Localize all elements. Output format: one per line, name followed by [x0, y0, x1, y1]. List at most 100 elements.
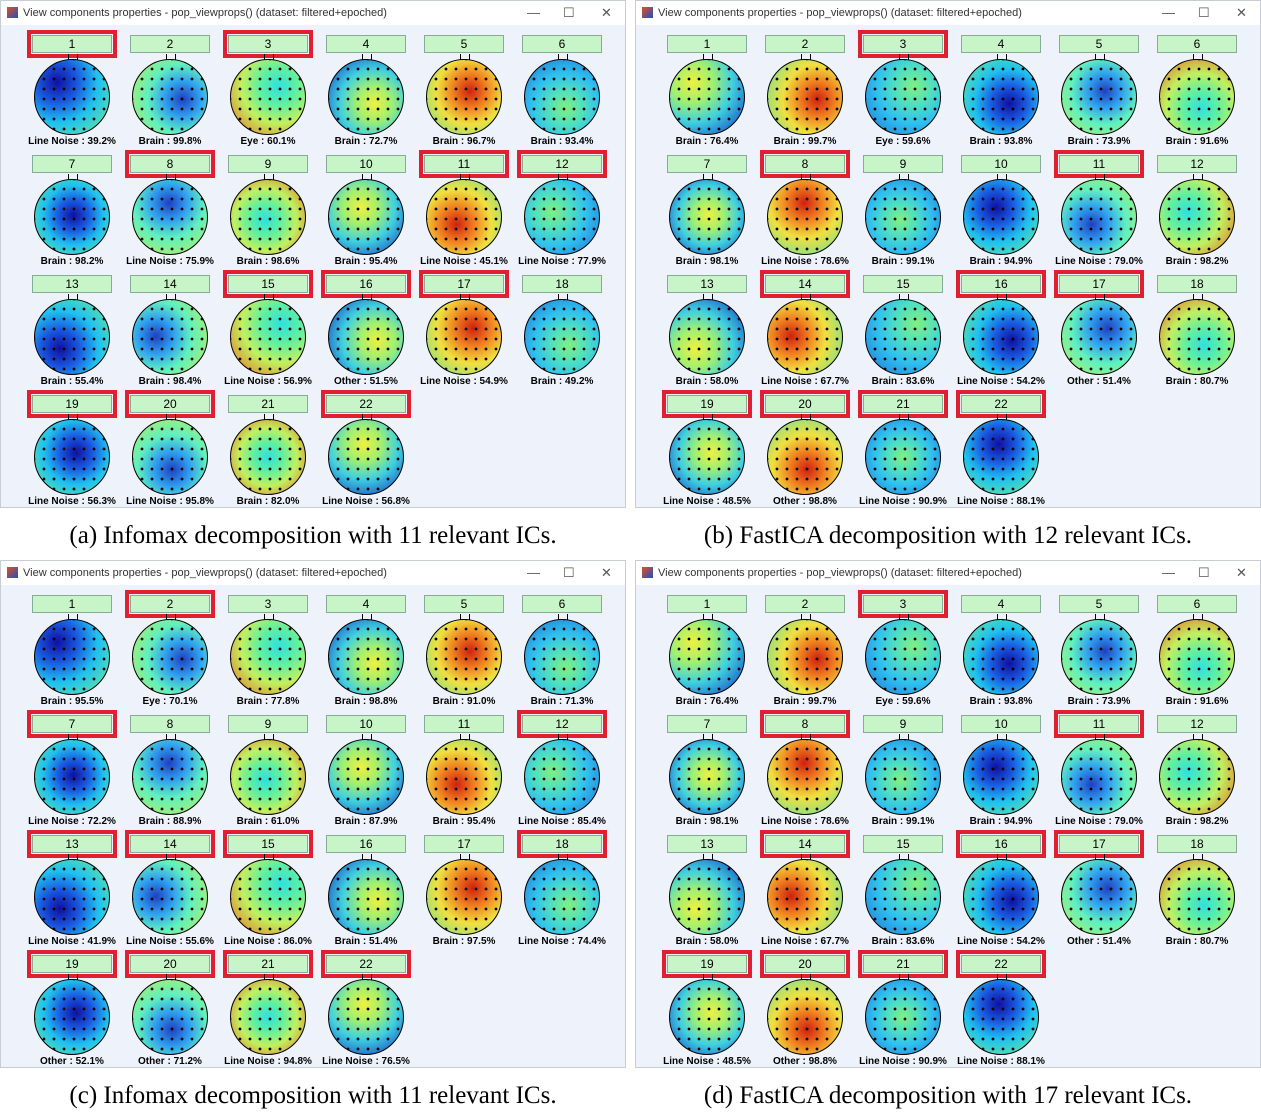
component-button[interactable]: 11 — [424, 715, 504, 733]
component-button[interactable]: 12 — [522, 155, 602, 173]
component-button[interactable]: 4 — [326, 595, 406, 613]
scalp-topography[interactable] — [865, 739, 941, 815]
scalp-topography[interactable] — [1061, 859, 1137, 935]
scalp-topography[interactable] — [669, 739, 745, 815]
scalp-topography[interactable] — [865, 619, 941, 695]
component-button[interactable]: 1 — [667, 35, 747, 53]
component-button[interactable]: 17 — [1059, 835, 1139, 853]
scalp-topography[interactable] — [767, 859, 843, 935]
scalp-topography[interactable] — [328, 299, 404, 375]
scalp-topography[interactable] — [963, 739, 1039, 815]
scalp-topography[interactable] — [524, 59, 600, 135]
minimize-button[interactable]: — — [1162, 561, 1175, 585]
scalp-topography[interactable] — [669, 299, 745, 375]
scalp-topography[interactable] — [426, 299, 502, 375]
component-button[interactable]: 7 — [32, 715, 112, 733]
scalp-topography[interactable] — [524, 299, 600, 375]
component-button[interactable]: 7 — [667, 715, 747, 733]
component-button[interactable]: 10 — [326, 155, 406, 173]
scalp-topography[interactable] — [132, 979, 208, 1055]
minimize-button[interactable]: — — [1162, 1, 1175, 25]
component-button[interactable]: 22 — [326, 395, 406, 413]
component-button[interactable]: 6 — [522, 35, 602, 53]
component-button[interactable]: 19 — [32, 955, 112, 973]
component-button[interactable]: 5 — [424, 35, 504, 53]
scalp-topography[interactable] — [426, 739, 502, 815]
scalp-topography[interactable] — [132, 739, 208, 815]
scalp-topography[interactable] — [963, 979, 1039, 1055]
component-button[interactable]: 15 — [863, 275, 943, 293]
scalp-topography[interactable] — [669, 179, 745, 255]
scalp-topography[interactable] — [669, 419, 745, 495]
component-button[interactable]: 4 — [326, 35, 406, 53]
component-button[interactable]: 6 — [1157, 35, 1237, 53]
scalp-topography[interactable] — [1159, 179, 1235, 255]
component-button[interactable]: 3 — [228, 595, 308, 613]
scalp-topography[interactable] — [865, 859, 941, 935]
component-button[interactable]: 21 — [228, 955, 308, 973]
component-button[interactable]: 20 — [765, 395, 845, 413]
scalp-topography[interactable] — [328, 419, 404, 495]
scalp-topography[interactable] — [426, 59, 502, 135]
component-button[interactable]: 2 — [130, 35, 210, 53]
scalp-topography[interactable] — [328, 859, 404, 935]
scalp-topography[interactable] — [1159, 859, 1235, 935]
component-button[interactable]: 13 — [667, 275, 747, 293]
scalp-topography[interactable] — [1061, 739, 1137, 815]
component-button[interactable]: 16 — [961, 275, 1041, 293]
component-button[interactable]: 10 — [961, 155, 1041, 173]
scalp-topography[interactable] — [230, 739, 306, 815]
maximize-button[interactable]: ☐ — [1198, 1, 1210, 25]
minimize-button[interactable]: — — [527, 561, 540, 585]
component-button[interactable]: 18 — [1157, 835, 1237, 853]
component-button[interactable]: 6 — [1157, 595, 1237, 613]
component-button[interactable]: 6 — [522, 595, 602, 613]
component-button[interactable]: 12 — [522, 715, 602, 733]
component-button[interactable]: 14 — [765, 835, 845, 853]
component-button[interactable]: 15 — [228, 835, 308, 853]
component-button[interactable]: 8 — [130, 155, 210, 173]
scalp-topography[interactable] — [34, 739, 110, 815]
component-button[interactable]: 5 — [1059, 35, 1139, 53]
component-button[interactable]: 17 — [1059, 275, 1139, 293]
component-button[interactable]: 21 — [228, 395, 308, 413]
scalp-topography[interactable] — [34, 419, 110, 495]
component-button[interactable]: 22 — [961, 395, 1041, 413]
scalp-topography[interactable] — [426, 859, 502, 935]
component-button[interactable]: 16 — [961, 835, 1041, 853]
component-button[interactable]: 14 — [765, 275, 845, 293]
component-button[interactable]: 17 — [424, 275, 504, 293]
component-button[interactable]: 12 — [1157, 155, 1237, 173]
minimize-button[interactable]: — — [527, 1, 540, 25]
scalp-topography[interactable] — [328, 739, 404, 815]
close-button[interactable]: ✕ — [1236, 561, 1247, 585]
component-button[interactable]: 10 — [326, 715, 406, 733]
component-button[interactable]: 8 — [765, 715, 845, 733]
component-button[interactable]: 19 — [667, 395, 747, 413]
scalp-topography[interactable] — [132, 299, 208, 375]
scalp-topography[interactable] — [963, 59, 1039, 135]
scalp-topography[interactable] — [132, 179, 208, 255]
component-button[interactable]: 20 — [130, 395, 210, 413]
component-button[interactable]: 2 — [765, 35, 845, 53]
scalp-topography[interactable] — [328, 179, 404, 255]
component-button[interactable]: 13 — [32, 835, 112, 853]
scalp-topography[interactable] — [230, 179, 306, 255]
component-button[interactable]: 9 — [863, 155, 943, 173]
component-button[interactable]: 1 — [667, 595, 747, 613]
component-button[interactable]: 13 — [32, 275, 112, 293]
scalp-topography[interactable] — [1159, 739, 1235, 815]
scalp-topography[interactable] — [865, 979, 941, 1055]
scalp-topography[interactable] — [524, 859, 600, 935]
scalp-topography[interactable] — [669, 859, 745, 935]
component-button[interactable]: 15 — [228, 275, 308, 293]
scalp-topography[interactable] — [524, 619, 600, 695]
component-button[interactable]: 16 — [326, 835, 406, 853]
component-button[interactable]: 3 — [863, 35, 943, 53]
scalp-topography[interactable] — [132, 419, 208, 495]
scalp-topography[interactable] — [767, 299, 843, 375]
scalp-topography[interactable] — [524, 179, 600, 255]
scalp-topography[interactable] — [34, 59, 110, 135]
scalp-topography[interactable] — [328, 979, 404, 1055]
scalp-topography[interactable] — [1159, 619, 1235, 695]
